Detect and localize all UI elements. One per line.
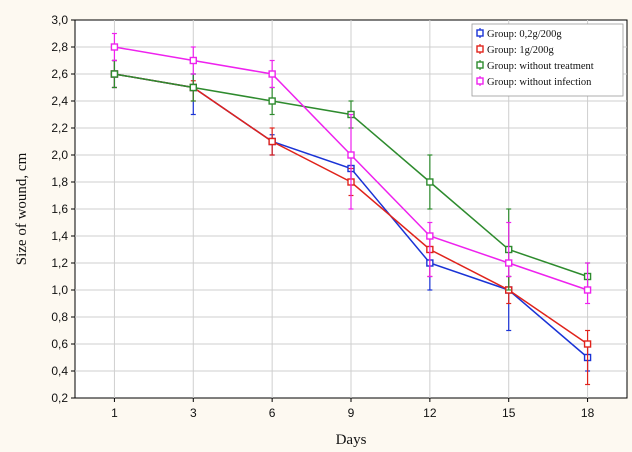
legend-label: Group: 0,2g/200g	[487, 29, 562, 40]
y-tick-label: 1,0	[51, 283, 68, 297]
data-point	[505, 259, 513, 267]
data-point	[583, 286, 592, 294]
series-4	[110, 32, 592, 305]
y-tick-label: 0,4	[51, 364, 68, 378]
y-tick-label: 0,8	[51, 310, 68, 324]
y-tick-label: 1,8	[51, 175, 68, 189]
x-tick-label: 3	[190, 406, 197, 420]
legend-label: Group: 1g/200g	[487, 45, 555, 56]
x-tick-label: 18	[581, 406, 595, 420]
series-layer	[110, 32, 592, 386]
y-tick-label: 1,4	[51, 229, 68, 243]
x-tick-label: 1	[111, 406, 118, 420]
data-point	[110, 43, 119, 51]
y-tick-label: 1,6	[51, 202, 68, 216]
y-tick-label: 2,2	[51, 121, 68, 135]
legend-marker	[476, 29, 484, 37]
x-tick-label: 12	[423, 406, 437, 420]
y-tick-label: 2,6	[51, 67, 68, 81]
legend-box	[471, 23, 624, 97]
data-point	[426, 178, 434, 186]
legend-marker	[476, 77, 484, 85]
data-point	[268, 137, 276, 146]
x-tick-label: 9	[348, 406, 355, 420]
data-point	[110, 70, 119, 78]
y-tick-label: 3,0	[51, 13, 68, 27]
data-point	[583, 340, 592, 348]
legend-label: Group: without infection	[487, 77, 592, 88]
data-point	[347, 151, 355, 159]
y-axis: 0,2 0,4 0,6 0,8 1,0 1,2 1,4 1,6 1,8 2,0 2,2 2,4 2,6 2…	[51, 13, 75, 405]
x-tick-label: 6	[269, 406, 276, 420]
x-axis-title: Days	[336, 432, 367, 448]
y-tick-label: 2,4	[51, 94, 68, 108]
legend-marker	[476, 45, 484, 53]
y-axis-title: Size of wound, cm	[14, 152, 30, 265]
x-tick-label: 15	[502, 406, 516, 420]
y-tick-label: 0,6	[51, 337, 68, 351]
data-point	[268, 97, 276, 105]
legend-label: Group: without treatment	[487, 61, 594, 72]
y-tick-label: 2,8	[51, 40, 68, 54]
legend-marker	[476, 61, 484, 69]
y-tick-label: 1,2	[51, 256, 68, 270]
data-point	[189, 83, 197, 92]
y-tick-label: 0,2	[51, 391, 68, 405]
data-point	[426, 232, 434, 240]
y-tick-label: 2,0	[51, 148, 68, 162]
legend: Group: 0,2g/200g Group: 1g/200g Group: wit…	[471, 23, 624, 97]
x-axis: 1 3 6 9 12 15 18	[111, 398, 595, 420]
data-point	[189, 56, 197, 65]
data-point	[268, 70, 276, 78]
